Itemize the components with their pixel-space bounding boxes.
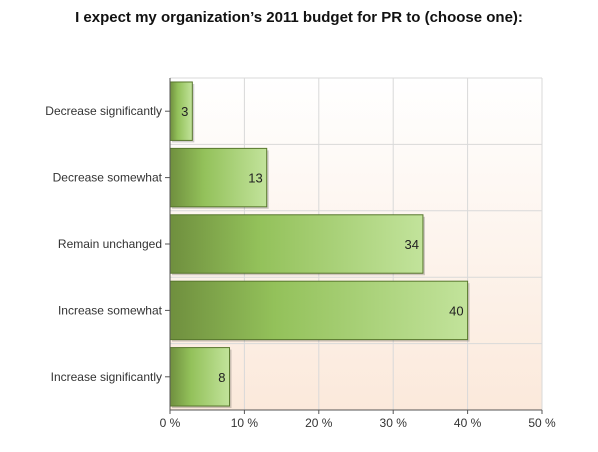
x-tick-label: 40 % (454, 416, 482, 430)
data-label: 3 (181, 104, 188, 119)
data-label: 13 (248, 171, 262, 186)
labels: 3 13 34 40 8 Decrease significantly Decrease s… (45, 104, 556, 430)
category-label: Increase significantly (51, 370, 162, 384)
x-tick-label: 20 % (305, 416, 333, 430)
category-label: Decrease somewhat (53, 171, 163, 185)
data-label: 40 (449, 303, 463, 318)
bar (169, 214, 424, 274)
bar (169, 280, 469, 341)
category-label: Remain unchanged (58, 237, 162, 251)
axes (165, 78, 543, 414)
category-label: Increase somewhat (58, 303, 163, 317)
x-tick-label: 0 % (160, 416, 181, 430)
x-tick-label: 50 % (528, 416, 556, 430)
x-tick-label: 30 % (380, 416, 408, 430)
data-label: 34 (404, 237, 418, 252)
data-label: 8 (218, 370, 225, 385)
x-tick-label: 10 % (231, 416, 259, 430)
category-label: Decrease significantly (45, 104, 162, 118)
chart-title: I expect my organization’s 2011 budget f… (75, 9, 523, 26)
bar (169, 147, 268, 208)
bar (169, 347, 231, 407)
bars (169, 81, 470, 409)
